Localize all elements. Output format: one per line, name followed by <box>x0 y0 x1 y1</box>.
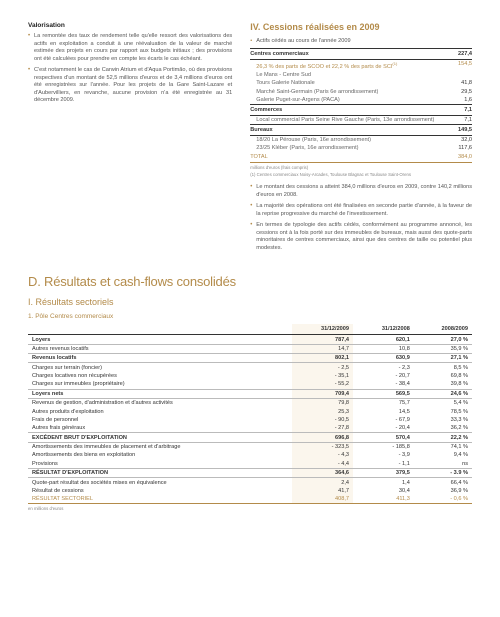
cessions-b2: La majorité des opérations ont été final… <box>250 203 472 218</box>
valorisation-p2: C'est notamment le cas de Carwin Atrium … <box>28 67 232 105</box>
resultats-table: 31/12/200931/12/20082008/2009 Loyers787,… <box>28 324 472 504</box>
cessions-note: Actifs cédés au cours de l'année 2009 <box>250 38 472 44</box>
cessions-foot1: millions d'euros (frais compris) <box>250 165 472 171</box>
pole-title: 1. Pôle Centres commerciaux <box>28 313 472 320</box>
resultats-foot: en millions d'euros <box>28 506 472 512</box>
section-i-title: I. Résultats sectoriels <box>28 297 472 307</box>
valorisation-heading: Valorisation <box>28 22 232 29</box>
cessions-b1: Le montant des cessions a atteint 384,0 … <box>250 184 472 199</box>
cessions-b3: En termes de typologie des actifs cédés,… <box>250 222 472 252</box>
cessions-title: IV. Cessions réalisées en 2009 <box>250 22 472 32</box>
valorisation-p1: La remontée des taux de rendement telle … <box>28 33 232 63</box>
section-d-title: D. Résultats et cash-flows consolidés <box>28 274 472 289</box>
cessions-table: Centres commerciaux227,426,3 % des parts… <box>250 48 472 163</box>
